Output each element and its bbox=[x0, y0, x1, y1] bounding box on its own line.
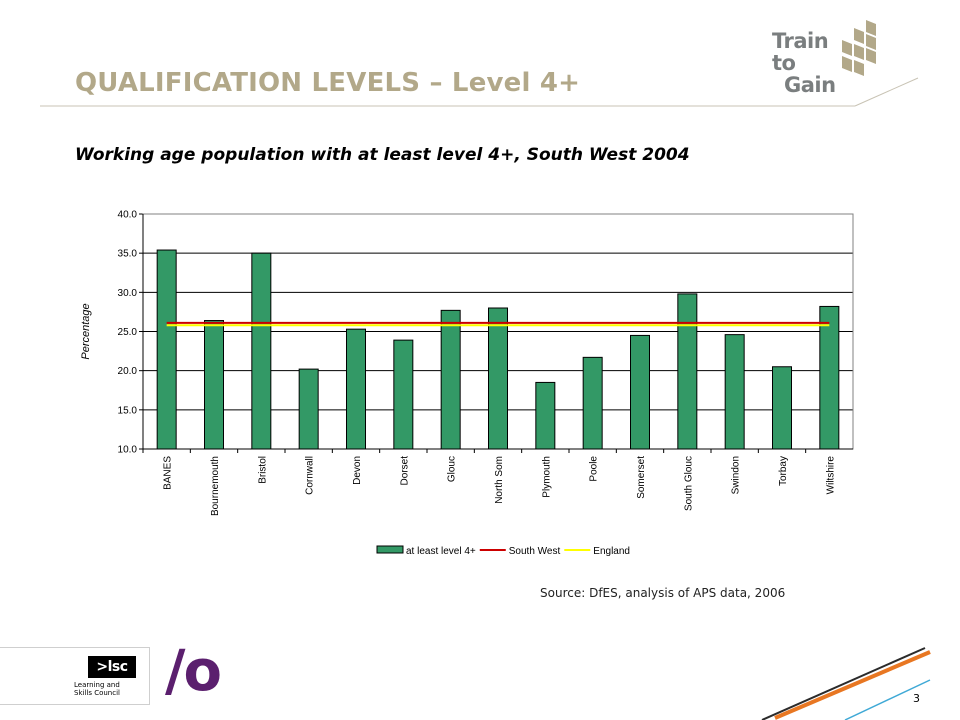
x-tick-label: BANES bbox=[163, 456, 174, 490]
bar bbox=[819, 305, 840, 450]
bar bbox=[582, 356, 603, 450]
bar bbox=[204, 320, 224, 450]
x-tick-label: Bristol bbox=[257, 456, 268, 484]
bar bbox=[724, 334, 745, 450]
y-tick-label: 20.0 bbox=[118, 366, 138, 377]
bar bbox=[346, 328, 366, 450]
brand-line-1: Train to bbox=[772, 29, 829, 75]
x-tick-label: Poole bbox=[589, 456, 600, 482]
brand-blocks-icon bbox=[842, 20, 876, 76]
y-tick-label: 35.0 bbox=[118, 249, 138, 260]
bar bbox=[440, 309, 461, 450]
page-title: QUALIFICATION LEVELS – Level 4+ bbox=[75, 68, 581, 98]
x-tick-label: Cornwall bbox=[305, 456, 316, 495]
bar bbox=[630, 334, 650, 450]
x-tick-label: South Glouc bbox=[683, 456, 694, 511]
bar bbox=[488, 307, 508, 450]
bar bbox=[535, 381, 556, 450]
y-tick-label: 15.0 bbox=[118, 405, 138, 416]
legend-label: South West bbox=[509, 546, 561, 557]
x-tick-label: Glouc bbox=[447, 456, 458, 482]
x-tick-label: Wiltshire bbox=[825, 456, 836, 495]
bar-chart: 10.0 15.0 20.0 25.0 30.0 35.0 40.0 Percentage BA… bbox=[80, 210, 854, 557]
y-tick-label: 10.0 bbox=[118, 445, 138, 456]
y-tick-label: 40.0 bbox=[118, 210, 138, 221]
x-tick-label: Torbay bbox=[778, 456, 789, 486]
bar bbox=[393, 339, 414, 450]
bar bbox=[156, 249, 177, 450]
header-divider bbox=[40, 77, 919, 107]
legend-swatch bbox=[376, 545, 404, 554]
lsc-logo-mark: >lsc bbox=[88, 656, 136, 678]
page-number: 3 bbox=[913, 692, 920, 705]
bar bbox=[772, 366, 792, 450]
train-to-gain-logo: Train to Gain bbox=[772, 30, 844, 96]
x-tick-label: Devon bbox=[352, 456, 363, 485]
y-tick-label: 25.0 bbox=[118, 327, 138, 338]
x-tick-label: Bournemouth bbox=[210, 456, 221, 516]
brand-line-2: Gain bbox=[784, 73, 836, 97]
legend-label: England bbox=[593, 546, 630, 557]
chart-subtitle: Working age population with at least lev… bbox=[75, 145, 690, 165]
y-axis-title: Percentage bbox=[80, 303, 92, 359]
legend-label: at least level 4+ bbox=[406, 546, 476, 557]
bar bbox=[298, 368, 319, 450]
bar bbox=[251, 252, 272, 450]
lsc-logo-caption: Learning and Skills Council bbox=[74, 681, 120, 697]
x-tick-label: Plymouth bbox=[541, 456, 552, 498]
x-tick-label: Somerset bbox=[636, 456, 647, 499]
y-tick-label: 30.0 bbox=[118, 288, 138, 299]
x-tick-label: Swindon bbox=[731, 456, 742, 494]
purple-logo-glyph: /o bbox=[165, 639, 222, 704]
bar bbox=[677, 293, 698, 450]
x-tick-label: North Som bbox=[494, 456, 505, 504]
source-note: Source: DfES, analysis of APS data, 2006 bbox=[540, 586, 786, 600]
x-tick-label: Dorset bbox=[399, 456, 410, 486]
